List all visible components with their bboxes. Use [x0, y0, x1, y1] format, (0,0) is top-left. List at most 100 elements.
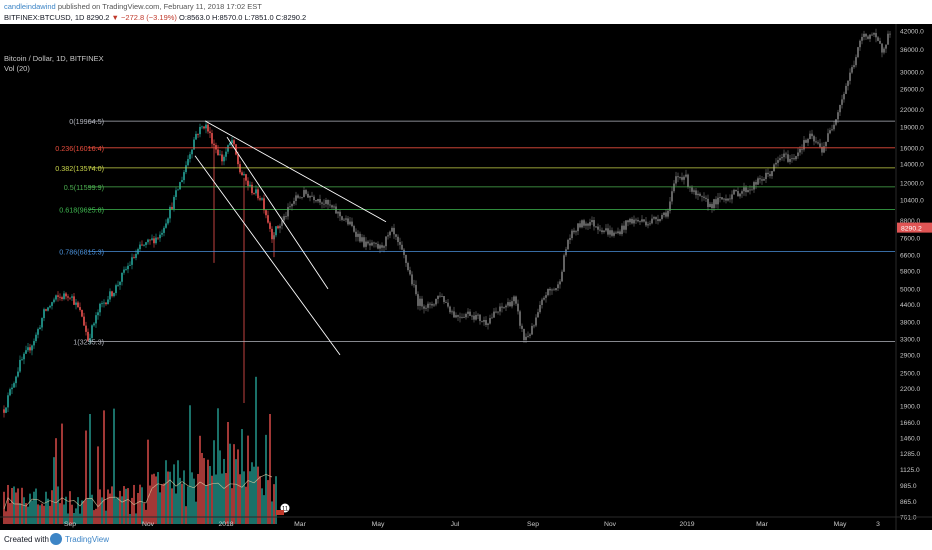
- candle-body: [887, 33, 889, 45]
- candle-body: [75, 302, 77, 305]
- candle-body: [47, 307, 49, 311]
- candle-body: [29, 347, 31, 351]
- candle-body: [437, 295, 439, 299]
- candle-body: [313, 196, 315, 201]
- candle-body: [289, 206, 291, 208]
- chart-pane[interactable]: 0(19964.5) 0.236(16016.4) 0.382(13574.0) 0.…: [0, 24, 932, 530]
- candle-body: [311, 195, 313, 197]
- candle-body: [91, 325, 93, 338]
- candle-body: [27, 347, 29, 351]
- candle-body: [79, 307, 81, 311]
- candle-body: [649, 223, 651, 225]
- volume-bar: [231, 488, 233, 524]
- candle-body: [709, 203, 711, 208]
- candle-body: [389, 231, 391, 236]
- candle-body: [487, 323, 489, 325]
- candle-body: [635, 219, 637, 221]
- volume-bar: [169, 471, 171, 524]
- candle-body: [139, 244, 141, 250]
- candle-body: [577, 223, 579, 232]
- candle-body: [427, 303, 429, 308]
- candle-body: [221, 154, 223, 162]
- volume-bar: [21, 487, 23, 524]
- candle-body: [293, 201, 295, 204]
- volume-bar: [219, 450, 221, 524]
- candle-body: [225, 151, 227, 157]
- fibonacci-retracement[interactable]: 0(19964.5) 0.236(16016.4) 0.382(13574.0) 0.…: [55, 117, 895, 347]
- chart-canvas[interactable]: 0(19964.5) 0.236(16016.4) 0.382(13574.0) 0.…: [0, 24, 932, 530]
- candle-body: [241, 172, 243, 176]
- candle-body: [23, 353, 25, 360]
- candle-body: [317, 199, 319, 202]
- candle-body: [355, 231, 357, 237]
- candle-body: [331, 205, 333, 208]
- candle-body: [37, 329, 39, 335]
- price-tick-label: 22000.0: [900, 107, 924, 114]
- volume-bar: [35, 488, 37, 524]
- symbol-line: BITFINEX:BTCUSD, 1D 8290.2 ▼ −272.8 (−3.…: [4, 13, 306, 22]
- author-link[interactable]: candleindawind: [4, 2, 56, 11]
- volume-bar: [175, 493, 177, 524]
- ohlc-values: O:8563.0 H:8570.0 L:7851.0 C:8290.2: [179, 13, 307, 22]
- volume-bar: [65, 496, 67, 524]
- candle-body: [673, 183, 675, 192]
- candle-body: [873, 33, 875, 35]
- candle-body: [173, 196, 175, 209]
- volume-bar: [81, 500, 83, 524]
- price-tick-label: 5000.0: [900, 286, 921, 293]
- candle-body: [791, 158, 793, 160]
- candle-body: [583, 220, 585, 226]
- volume-bar: [71, 504, 73, 524]
- volume-bar: [273, 484, 275, 524]
- volume-bar: [13, 486, 15, 524]
- candle-body: [601, 230, 603, 233]
- candle-body: [391, 227, 393, 232]
- candle-body: [211, 133, 213, 144]
- volume-bar: [39, 505, 41, 524]
- candle-body: [555, 288, 557, 291]
- candle-body: [441, 296, 443, 297]
- candle-body: [297, 195, 299, 198]
- candle-body: [55, 295, 57, 300]
- volume-bar: [183, 470, 185, 524]
- candle-body: [759, 178, 761, 180]
- candle-body: [319, 199, 321, 203]
- candle-body: [129, 264, 131, 266]
- trend-line: [194, 155, 341, 356]
- price-axis[interactable]: 42000.0 36000.0 30000.0 26000.0 22000.0 19000…: [895, 24, 932, 530]
- candle-body: [785, 153, 787, 155]
- volume-bar: [179, 477, 181, 524]
- candle-body: [769, 174, 771, 177]
- tradingview-logo-icon[interactable]: [50, 533, 62, 545]
- candle-body: [85, 325, 87, 332]
- candle-body: [833, 124, 835, 130]
- candle-body: [25, 350, 27, 354]
- candle-body: [59, 296, 61, 298]
- volume-bar: [141, 487, 143, 524]
- candle-body: [49, 305, 51, 308]
- candle-body: [581, 220, 583, 228]
- candle-body: [411, 274, 413, 285]
- candle-body: [181, 180, 183, 183]
- time-tick-label: Nov: [142, 521, 155, 528]
- candle-body: [105, 302, 107, 305]
- trend-lines[interactable]: [194, 120, 387, 356]
- candle-body: [547, 288, 549, 296]
- time-axis[interactable]: Sep Nov 2018 Mar May Jul Sep Nov 2019 Mar May 3 11: [0, 503, 932, 529]
- candle-body: [445, 302, 447, 303]
- candle-body: [715, 199, 717, 205]
- candle-body: [503, 307, 505, 309]
- candle-body: [335, 206, 337, 214]
- candle-body: [717, 197, 719, 205]
- volume-indicator-label[interactable]: Vol (20): [4, 64, 30, 73]
- volume-bar: [117, 497, 119, 524]
- candle-body: [691, 187, 693, 192]
- current-price-label: 8290.2: [901, 226, 922, 233]
- volume-bar: [121, 496, 123, 524]
- candle-body: [53, 299, 55, 303]
- volume-bar: [57, 486, 59, 524]
- candle-body: [247, 180, 249, 186]
- candle-body: [31, 345, 33, 351]
- tradingview-link[interactable]: TradingView: [65, 535, 110, 544]
- candle-body: [831, 129, 833, 131]
